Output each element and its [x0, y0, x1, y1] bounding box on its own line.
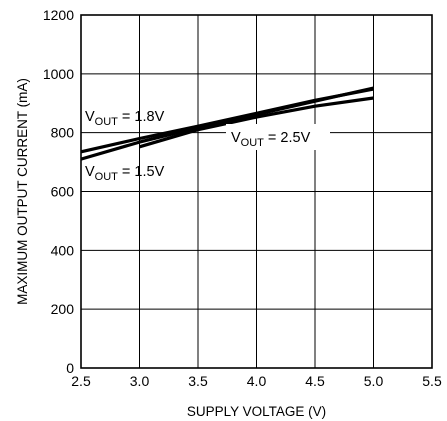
grid: [81, 15, 432, 368]
x-tick-label: 2.5: [71, 373, 91, 389]
y-axis-label: MAXIMUM OUTPUT CURRENT (mA): [15, 78, 30, 305]
series-label-background: [226, 124, 330, 150]
x-tick-label: 4.5: [305, 373, 325, 389]
x-tick-label: 3.5: [188, 373, 208, 389]
series-line-1: [80, 86, 374, 161]
y-tick-label: 400: [51, 242, 75, 258]
series-label-vout-2-5v: VOUT = 2.5V: [231, 130, 311, 149]
x-tick-label: 5.0: [364, 373, 384, 389]
y-tick-label: 1200: [43, 7, 74, 23]
x-tick-label: 4.0: [247, 373, 267, 389]
x-tick-label: 5.5: [422, 373, 442, 389]
x-axis-label: SUPPLY VOLTAGE (V): [187, 404, 326, 419]
curves: [80, 86, 374, 161]
x-tick-label: 3.0: [130, 373, 150, 389]
x-tick-labels: 2.5 3.0 3.5 4.0 4.5 5.0 5.5: [71, 373, 442, 389]
y-tick-label: 200: [51, 301, 75, 317]
plot-frame: [80, 14, 433, 369]
y-tick-label: 800: [51, 125, 75, 141]
y-tick-label: 1000: [43, 66, 74, 82]
series-label-vout-1-8v: VOUT = 1.8V: [85, 109, 165, 128]
y-tick-labels: 0 200 400 600 800 1000 1200: [43, 7, 74, 376]
y-tick-label: 0: [66, 360, 74, 376]
y-tick-label: 600: [51, 184, 75, 200]
series-line-2: [139, 96, 374, 149]
series-label-vout-1-5v: VOUT = 1.5V: [85, 164, 165, 183]
